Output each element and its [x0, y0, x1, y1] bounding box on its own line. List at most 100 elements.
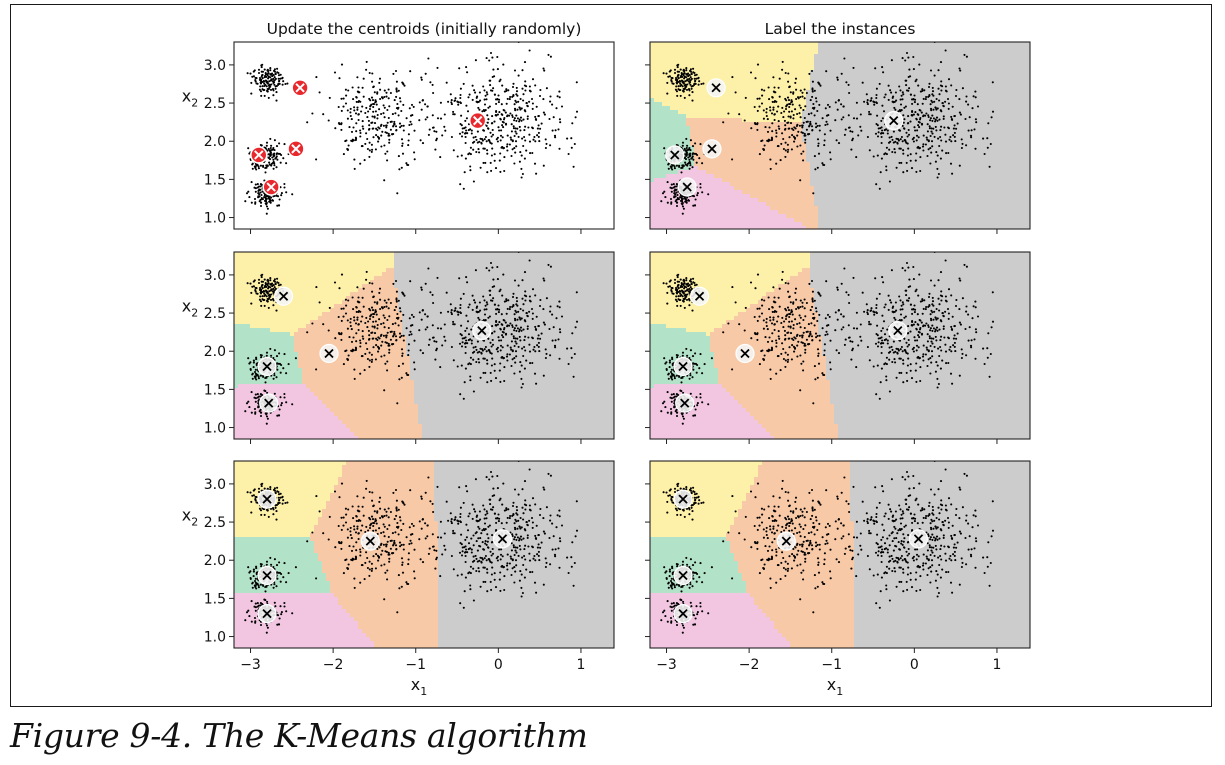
- voronoi-cell: [862, 162, 867, 167]
- voronoi-cell: [746, 122, 751, 127]
- voronoi-cell: [770, 106, 775, 111]
- data-point: [342, 97, 345, 100]
- voronoi-cell: [962, 74, 967, 79]
- voronoi-cell: [870, 198, 875, 203]
- voronoi-cell: [910, 198, 915, 203]
- voronoi-cell: [726, 178, 731, 183]
- voronoi-cell: [910, 86, 915, 91]
- data-point: [547, 53, 550, 56]
- voronoi-cell: [894, 154, 899, 159]
- voronoi-cell: [742, 130, 747, 135]
- voronoi-cell: [778, 58, 783, 63]
- voronoi-cell: [886, 142, 891, 147]
- voronoi-cell: [806, 82, 811, 87]
- data-point: [349, 114, 352, 118]
- voronoi-cell: [714, 166, 719, 171]
- voronoi-cell: [758, 82, 763, 87]
- data-point: [259, 204, 263, 208]
- voronoi-cell: [706, 174, 711, 179]
- voronoi-cell: [906, 66, 911, 71]
- voronoi-cell: [754, 162, 759, 167]
- voronoi-cell: [878, 94, 883, 99]
- data-point: [274, 72, 277, 75]
- voronoi-cell: [970, 78, 975, 83]
- voronoi-cell: [830, 98, 835, 103]
- voronoi-cell: [822, 50, 827, 55]
- voronoi-cell: [850, 194, 855, 199]
- data-point: [504, 123, 508, 126]
- voronoi-cell: [674, 134, 679, 139]
- voronoi-cell: [910, 138, 915, 143]
- data-point: [258, 76, 262, 80]
- voronoi-cell: [914, 210, 919, 215]
- voronoi-cell: [878, 62, 883, 67]
- voronoi-cell: [842, 94, 847, 99]
- data-point: [434, 148, 437, 151]
- voronoi-cell: [738, 86, 743, 91]
- voronoi-cell: [682, 134, 687, 139]
- voronoi-cell: [794, 214, 799, 219]
- voronoi-cell: [890, 62, 895, 67]
- voronoi-cell: [662, 86, 667, 91]
- voronoi-cell: [722, 186, 727, 191]
- voronoi-cell: [974, 42, 979, 47]
- data-point: [271, 88, 275, 91]
- voronoi-cell: [838, 118, 843, 123]
- data-point: [356, 106, 359, 109]
- voronoi-cell: [870, 78, 875, 83]
- data-point: [387, 88, 390, 91]
- voronoi-cell: [774, 150, 779, 155]
- voronoi-cell: [710, 226, 715, 229]
- voronoi-cell: [938, 42, 943, 47]
- voronoi-cell: [946, 122, 951, 127]
- data-point: [496, 55, 499, 59]
- voronoi-cell: [754, 154, 759, 159]
- voronoi-cell: [882, 114, 887, 119]
- data-point: [357, 113, 360, 116]
- voronoi-cell: [838, 166, 843, 171]
- voronoi-cell: [950, 94, 955, 99]
- voronoi-cell: [750, 66, 755, 71]
- voronoi-cell: [774, 126, 779, 131]
- voronoi-cell: [802, 130, 807, 135]
- voronoi-cell: [686, 226, 691, 229]
- voronoi-cell: [754, 86, 759, 91]
- voronoi-cell: [654, 210, 659, 215]
- voronoi-cell: [674, 178, 679, 183]
- voronoi-cell: [778, 74, 783, 79]
- voronoi-cell: [766, 50, 771, 55]
- voronoi-cell: [858, 202, 863, 207]
- voronoi-cell: [934, 194, 939, 199]
- voronoi-cell: [954, 206, 959, 211]
- voronoi-cell: [778, 222, 783, 227]
- voronoi-cell: [702, 170, 707, 175]
- voronoi-cell: [958, 178, 963, 183]
- voronoi-cell: [810, 102, 815, 107]
- voronoi-cell: [902, 62, 907, 67]
- voronoi-cell: [778, 46, 783, 51]
- voronoi-cell: [954, 194, 959, 199]
- voronoi-cell: [806, 134, 811, 139]
- data-point: [510, 123, 513, 126]
- voronoi-cell: [666, 194, 671, 199]
- voronoi-cell: [922, 106, 927, 111]
- voronoi-cell: [918, 182, 923, 187]
- voronoi-cell: [962, 138, 967, 143]
- plot-area: [650, 42, 1030, 229]
- voronoi-cell: [842, 62, 847, 67]
- voronoi-cell: [730, 46, 735, 51]
- data-point: [283, 182, 286, 186]
- voronoi-cell: [650, 114, 655, 119]
- voronoi-cell: [754, 182, 759, 187]
- data-point: [346, 148, 349, 151]
- voronoi-cell: [950, 170, 955, 175]
- data-point: [366, 147, 369, 151]
- voronoi-cell: [902, 182, 907, 187]
- voronoi-cell: [942, 62, 947, 67]
- voronoi-cell: [718, 178, 723, 183]
- data-point: [531, 107, 534, 110]
- voronoi-cell: [902, 186, 907, 191]
- voronoi-cell: [890, 130, 895, 135]
- voronoi-cell: [722, 206, 727, 211]
- voronoi-cell: [726, 98, 731, 103]
